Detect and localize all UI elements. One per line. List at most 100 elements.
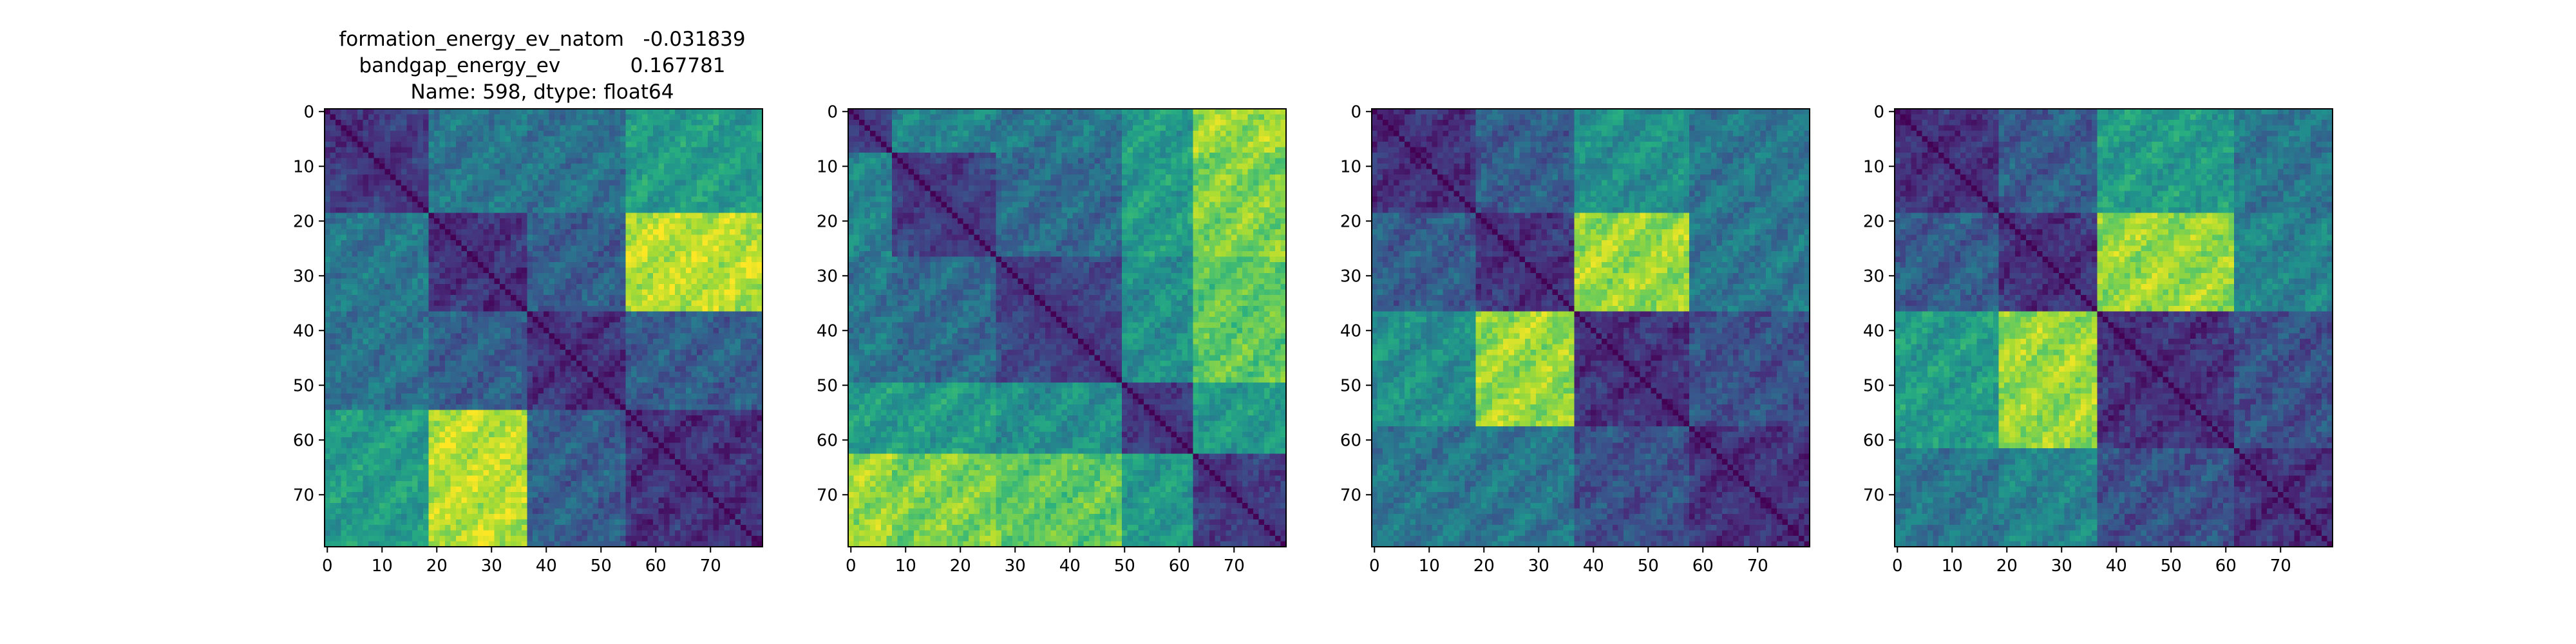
heatmap-cell — [445, 246, 451, 252]
heatmap-cell — [735, 426, 741, 432]
heatmap-cell — [368, 306, 374, 312]
heatmap-cell — [516, 164, 522, 169]
heatmap-cell — [565, 153, 571, 158]
heatmap-cell — [692, 432, 697, 438]
heatmap-cell — [741, 240, 746, 246]
heatmap-cell — [374, 345, 380, 350]
heatmap-cell — [325, 421, 330, 427]
heatmap-cell — [368, 273, 374, 279]
heatmap-cell — [675, 393, 681, 399]
heatmap-cell — [500, 339, 506, 345]
heatmap-cell — [500, 158, 506, 164]
heatmap-cell — [506, 366, 511, 372]
heatmap-cell — [582, 410, 588, 416]
heatmap-cell — [440, 448, 446, 454]
heatmap-cell — [692, 142, 697, 147]
heatmap-cell — [620, 426, 626, 432]
heatmap-cell — [576, 180, 582, 186]
heatmap-cell — [401, 366, 407, 372]
heatmap-cell — [538, 284, 544, 290]
heatmap-cell — [495, 137, 500, 142]
heatmap-cell — [445, 115, 451, 120]
heatmap-cell — [686, 328, 692, 334]
heatmap-cell — [484, 153, 489, 158]
heatmap-cell — [516, 279, 522, 285]
heatmap-cell — [522, 207, 527, 213]
heatmap-cell — [664, 213, 670, 219]
heatmap-cell — [346, 115, 352, 120]
heatmap-cell — [336, 131, 341, 137]
heatmap-cell — [533, 339, 538, 345]
heatmap-cell — [560, 131, 566, 137]
heatmap-cell — [429, 240, 435, 246]
heatmap-cell — [582, 317, 588, 323]
heatmap-cell — [423, 355, 429, 361]
heatmap-cell — [571, 257, 577, 263]
heatmap-cell — [429, 306, 435, 312]
heatmap-cell — [462, 323, 468, 328]
heatmap-cell — [325, 448, 330, 454]
heatmap-cell — [506, 404, 511, 410]
heatmap-cell — [544, 268, 549, 274]
heatmap-cell — [484, 448, 489, 454]
heatmap-cell — [670, 251, 676, 257]
heatmap-cell — [346, 339, 352, 345]
heatmap-cell — [418, 207, 424, 213]
heatmap-cell — [462, 415, 468, 421]
heatmap-cell — [473, 290, 478, 296]
heatmap-cell — [686, 377, 692, 383]
heatmap-cell — [423, 279, 429, 285]
heatmap-cell — [746, 290, 752, 296]
heatmap-cell — [357, 164, 363, 169]
heatmap-cell — [571, 361, 577, 366]
heatmap-cell — [325, 383, 330, 388]
heatmap-cell — [374, 377, 380, 383]
heatmap-cell — [484, 262, 489, 268]
heatmap-cell — [730, 339, 735, 345]
heatmap-cell — [401, 153, 407, 158]
heatmap-cell — [620, 213, 626, 219]
heatmap-cell — [637, 372, 643, 377]
heatmap-cell — [598, 169, 604, 175]
heatmap-cell — [560, 164, 566, 169]
heatmap-cell — [390, 126, 396, 131]
heatmap-cell — [576, 137, 582, 142]
heatmap-cell — [451, 240, 457, 246]
heatmap-cell — [735, 279, 741, 285]
heatmap-cell — [664, 432, 670, 438]
heatmap-cell — [653, 229, 659, 235]
heatmap-cell — [451, 312, 457, 317]
heatmap-cell — [571, 180, 577, 186]
heatmap-cell — [741, 388, 746, 394]
heatmap-cell — [544, 169, 549, 175]
heatmap-cell — [385, 120, 391, 126]
heatmap-cell — [593, 213, 599, 219]
heatmap-cell — [379, 334, 385, 339]
heatmap-cell — [330, 240, 336, 246]
heatmap-cell — [484, 377, 489, 383]
heatmap-cell — [533, 421, 538, 427]
heatmap-cell — [495, 147, 500, 153]
heatmap-cell — [554, 432, 560, 438]
heatmap-cell — [357, 334, 363, 339]
heatmap-cell — [522, 273, 527, 279]
heatmap-cell — [719, 202, 724, 208]
heatmap-cell — [467, 372, 473, 377]
heatmap-cell — [407, 388, 413, 394]
heatmap-cell — [604, 443, 610, 449]
heatmap-cell — [719, 279, 724, 285]
heatmap-cell — [440, 109, 446, 115]
heatmap-cell — [330, 109, 336, 115]
heatmap-cell — [582, 164, 588, 169]
heatmap-cell — [325, 185, 330, 191]
heatmap-cell — [544, 109, 549, 115]
heatmap-cell — [587, 246, 593, 252]
heatmap-cell — [642, 224, 648, 230]
heatmap-cell — [626, 372, 632, 377]
heatmap-cell — [336, 421, 341, 427]
heatmap-cell — [648, 301, 654, 307]
heatmap-cell — [506, 164, 511, 169]
heatmap-cell — [724, 399, 730, 405]
heatmap-cell — [626, 437, 632, 443]
heatmap-cell — [423, 207, 429, 213]
